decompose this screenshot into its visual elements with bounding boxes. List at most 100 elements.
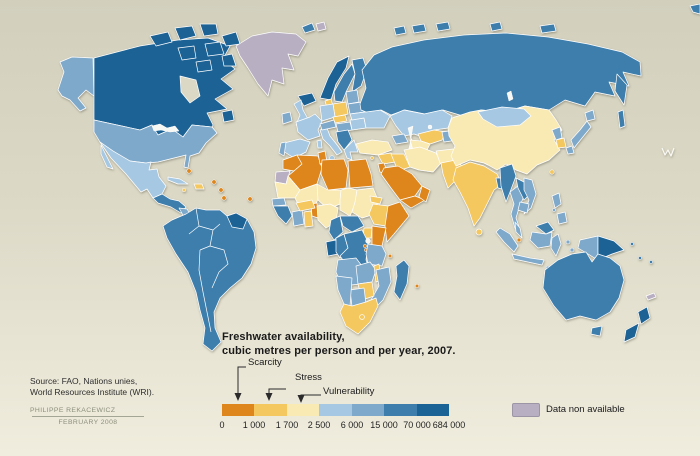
region-greenland bbox=[235, 31, 307, 97]
region-antilles-1 bbox=[211, 179, 217, 185]
region-cameroon bbox=[328, 215, 344, 241]
region-baltics bbox=[345, 89, 360, 105]
sea-mark bbox=[661, 147, 675, 157]
region-finland bbox=[351, 57, 368, 93]
region-canada-arctic bbox=[149, 23, 241, 73]
region-comoros bbox=[387, 253, 393, 259]
region-central-america bbox=[152, 193, 187, 214]
region-south-africa bbox=[339, 297, 379, 335]
region-caucasus bbox=[391, 133, 409, 145]
region-alpine bbox=[319, 119, 337, 131]
source-line2: World Resources Institute (WRI). bbox=[30, 386, 155, 397]
region-north-korea bbox=[551, 126, 563, 141]
region-cape-verde bbox=[247, 196, 253, 202]
region-central-african-rep bbox=[339, 215, 365, 233]
region-antilles-2 bbox=[218, 187, 224, 193]
legend-band-7 bbox=[416, 404, 449, 416]
region-new-zealand bbox=[623, 306, 651, 343]
source-line1: Source: FAO, Nations unies, bbox=[30, 376, 138, 386]
region-svalbard bbox=[301, 22, 316, 34]
region-new-caledonia bbox=[645, 292, 657, 301]
legend-tick-0: 0 bbox=[219, 420, 225, 430]
legend-tick-6: 70 000 bbox=[403, 420, 431, 430]
region-cyprus bbox=[370, 156, 374, 160]
lake-victoria bbox=[365, 238, 371, 244]
legend-band-5 bbox=[351, 404, 385, 416]
region-mexico bbox=[99, 141, 167, 199]
region-tasmania bbox=[590, 325, 603, 337]
region-borneo-indonesia bbox=[529, 231, 553, 249]
region-cuba bbox=[167, 176, 189, 185]
credit-block: PHILIPPE REKACEWICZ FEBRUARY 2008 bbox=[30, 407, 146, 426]
map-title-line2: cubic metres per person and per year, 20… bbox=[222, 344, 456, 357]
region-libya bbox=[320, 158, 349, 191]
region-baja bbox=[100, 144, 114, 170]
region-south-america bbox=[162, 207, 257, 352]
legend-band-3 bbox=[286, 404, 320, 416]
region-mongolia bbox=[477, 106, 532, 128]
region-singapore bbox=[516, 237, 522, 243]
legend-band-2 bbox=[254, 404, 287, 416]
region-india bbox=[452, 161, 503, 227]
region-taiwan bbox=[549, 169, 555, 175]
region-arctic-islands bbox=[393, 21, 557, 36]
region-svalbard-nd bbox=[315, 21, 327, 32]
region-eritrea bbox=[369, 195, 383, 205]
legend-tick-4: 6 000 bbox=[340, 420, 364, 430]
region-lesotho bbox=[359, 314, 365, 320]
region-iceland bbox=[297, 92, 317, 107]
region-malay-peninsula bbox=[514, 221, 523, 239]
hudson-bay bbox=[179, 75, 201, 104]
region-turkey bbox=[355, 139, 393, 156]
region-australia bbox=[542, 251, 625, 321]
region-newfoundland bbox=[221, 109, 235, 123]
legend-tick-1: 1 000 bbox=[242, 420, 266, 430]
region-borneo-malaysia bbox=[535, 221, 555, 235]
region-chukotka-edge bbox=[689, 3, 700, 15]
region-pacific-islands bbox=[630, 242, 653, 264]
region-sri-lanka bbox=[475, 228, 483, 236]
region-china bbox=[447, 105, 563, 175]
legend-band-4 bbox=[319, 404, 352, 416]
region-namibia bbox=[335, 275, 353, 307]
region-germany bbox=[319, 103, 336, 122]
region-balkans bbox=[335, 129, 353, 151]
source-note: Source: FAO, Nations unies, World Resour… bbox=[30, 376, 154, 397]
region-sumatra bbox=[495, 227, 519, 253]
legend-nodata-swatch bbox=[512, 403, 540, 417]
legend-tick-3: 2 500 bbox=[307, 420, 331, 430]
region-jamaica bbox=[181, 187, 187, 193]
region-mauritius bbox=[414, 283, 420, 289]
legend-label-vulnerability: Vulnerability bbox=[323, 386, 375, 397]
region-ghana bbox=[303, 210, 314, 228]
legend-tick-5: 15 000 bbox=[370, 420, 398, 430]
legend-tick-2: 1 700 bbox=[275, 420, 299, 430]
credit-date: FEBRUARY 2008 bbox=[58, 419, 118, 426]
region-russia bbox=[359, 32, 642, 129]
region-cote-divoire bbox=[291, 209, 305, 227]
region-guinea-group bbox=[272, 205, 293, 225]
legend-colorbar bbox=[222, 404, 449, 416]
legend-label-stress: Stress bbox=[295, 372, 322, 383]
region-senegal bbox=[271, 197, 287, 207]
region-bahamas bbox=[186, 168, 192, 174]
credit-author: PHILIPPE REKACEWICZ bbox=[30, 407, 116, 414]
region-madagascar bbox=[393, 259, 410, 301]
region-antilles-3 bbox=[221, 195, 227, 201]
region-czech-slovakia bbox=[332, 114, 348, 124]
region-oman bbox=[418, 185, 431, 203]
region-japan bbox=[565, 109, 596, 155]
credit-divider bbox=[32, 416, 144, 417]
region-guyanas bbox=[226, 212, 248, 230]
region-ireland bbox=[281, 111, 293, 125]
south-america-borders bbox=[188, 207, 229, 333]
region-alaska bbox=[57, 56, 95, 112]
map-title-line1: Freshwater availability, bbox=[222, 331, 345, 343]
great-lakes bbox=[151, 123, 180, 133]
region-iran bbox=[403, 146, 442, 173]
region-tanzania bbox=[365, 243, 387, 267]
region-philippines bbox=[551, 192, 568, 225]
region-somalia bbox=[384, 201, 410, 243]
